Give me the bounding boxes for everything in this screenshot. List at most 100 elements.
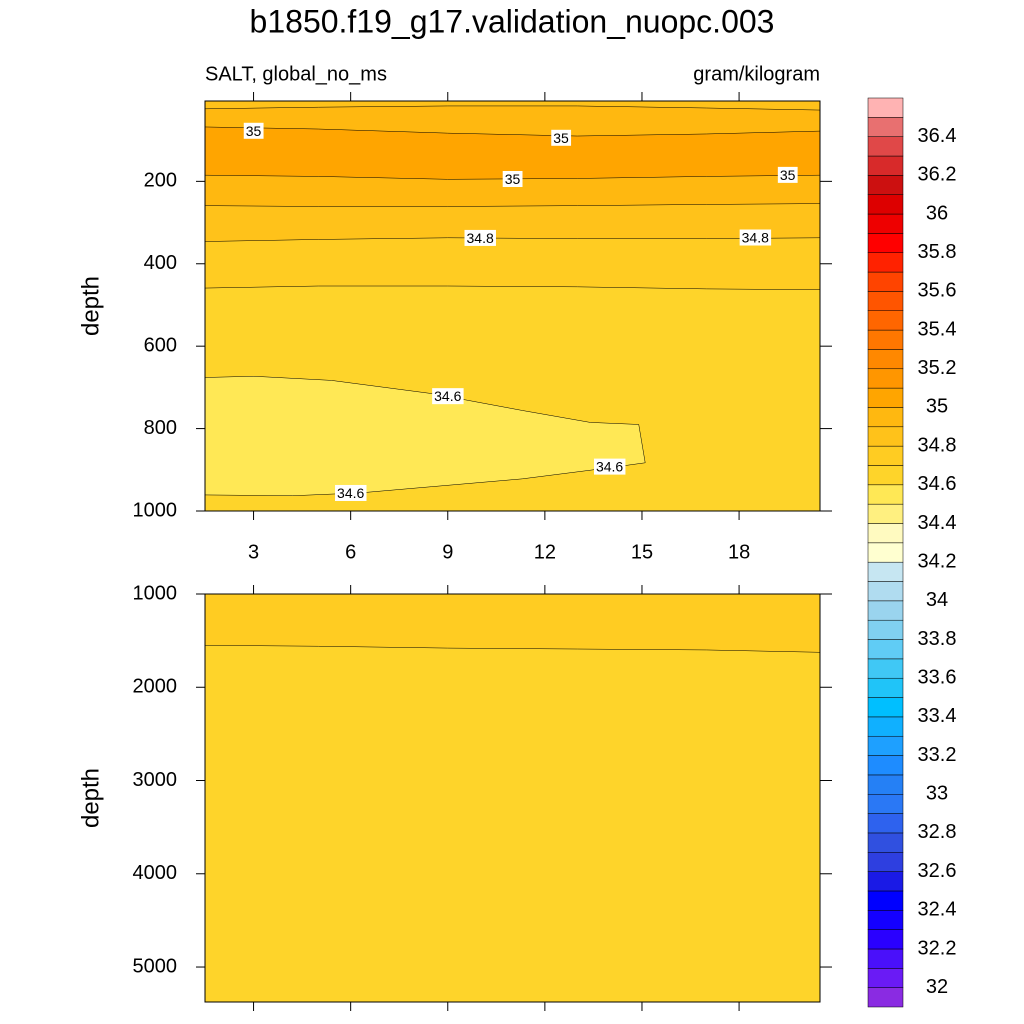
colorbar-label: 36.2 — [918, 164, 957, 186]
x-tick-label: 3 — [248, 541, 259, 563]
y-tick-label: 600 — [144, 334, 177, 356]
colorbar-label: 34 — [926, 589, 948, 611]
colorbar-box — [867, 832, 904, 853]
colorbar-label: 34.2 — [918, 550, 957, 572]
contour-line — [205, 645, 820, 653]
y-tick-label: 5000 — [133, 955, 178, 977]
contour-line — [205, 285, 820, 290]
colorbar-box — [867, 929, 904, 950]
y-tick-label: 2000 — [133, 676, 178, 698]
colorbar-box — [867, 677, 904, 698]
contour-label: 35 — [246, 123, 262, 139]
colorbar-box — [867, 697, 904, 718]
colorbar-box — [867, 852, 904, 872]
y-tick-label: 1000 — [133, 499, 178, 521]
colorbar-box — [867, 774, 904, 795]
colorbar-label: 33.4 — [918, 705, 957, 727]
contour-line — [205, 105, 820, 111]
colorbar-box — [867, 523, 904, 544]
contour-fill — [205, 645, 820, 1002]
colorbar-box — [867, 329, 904, 350]
contour-label: 34.8 — [467, 230, 494, 246]
colorbar-label: 36 — [926, 202, 948, 224]
y-axis-label: depth — [77, 768, 104, 828]
contour-label-box — [464, 229, 496, 246]
colorbar-box — [867, 503, 904, 524]
contour-label-box — [335, 484, 367, 501]
y-tick-label: 3000 — [133, 769, 178, 791]
colorbar-label: 35 — [926, 396, 948, 418]
panel-frame — [204, 593, 821, 1003]
x-tick-label: 18 — [728, 541, 750, 563]
colorbar-label: 36.4 — [918, 125, 957, 147]
contour-label: 34.8 — [742, 230, 769, 246]
colorbar-label: 32.2 — [918, 937, 957, 959]
colorbar-box — [867, 194, 904, 215]
contour-line — [205, 237, 820, 242]
contour-label: 34.6 — [596, 459, 623, 475]
colorbar-box — [867, 484, 904, 505]
colorbar-box — [867, 426, 904, 447]
y-tick-label: 800 — [144, 417, 177, 439]
colorbar-label: 33.8 — [918, 628, 957, 650]
colorbar-label: 32.6 — [918, 860, 957, 882]
y-tick-label: 200 — [144, 170, 177, 192]
contour-label-box — [739, 229, 772, 246]
colorbar-box — [867, 97, 904, 118]
colorbar-box — [867, 619, 904, 640]
x-tick-label: 12 — [534, 541, 556, 563]
x-tick-label: 15 — [631, 541, 653, 563]
colorbar-box — [867, 349, 904, 370]
colorbar-label: 34.4 — [918, 512, 957, 534]
contour-label: 35 — [553, 130, 569, 146]
colorbar-box — [867, 948, 904, 969]
colorbar-box — [867, 794, 904, 814]
colorbar-label: 33.2 — [918, 744, 957, 766]
colorbar-box — [867, 639, 904, 660]
colorbar-box — [867, 890, 904, 911]
colorbar-box — [867, 213, 904, 234]
contour-label: 35 — [505, 171, 521, 187]
chart-title: b1850.f19_g17.validation_nuopc.003 — [250, 3, 775, 39]
contour-label-box — [432, 388, 464, 405]
colorbar-box — [867, 407, 904, 428]
colorbar-box — [867, 871, 904, 892]
contour-label-box — [777, 166, 798, 183]
colorbar-label: 35.4 — [918, 318, 957, 340]
colorbar-box — [867, 233, 904, 253]
contour-label: 34.6 — [434, 388, 461, 404]
plot-area — [205, 594, 820, 1002]
contour-line — [205, 376, 646, 497]
contour-label-box — [593, 458, 626, 475]
colorbar-box — [867, 445, 904, 466]
contour-line — [205, 203, 820, 207]
panel-frame — [204, 100, 821, 512]
colorbar-box — [867, 387, 904, 408]
colorbar-box — [867, 658, 904, 679]
y-axis-label: depth — [77, 276, 104, 336]
y-tick-label: 1000 — [133, 582, 178, 604]
colorbar-box — [867, 755, 904, 776]
colorbar-box — [867, 291, 904, 311]
contour-label: 34.6 — [337, 485, 364, 501]
x-tick-label: 9 — [442, 541, 453, 563]
contour-label-box — [243, 122, 264, 139]
colorbar-box — [867, 735, 904, 756]
plot-area — [205, 101, 820, 511]
colorbar-box — [867, 561, 904, 582]
colorbar-box — [867, 117, 904, 137]
colorbar-box — [867, 987, 904, 1008]
colorbar-box — [867, 542, 904, 563]
colorbar-label: 32 — [926, 976, 948, 998]
contour-label-box — [551, 129, 572, 146]
colorbar-box — [867, 600, 904, 621]
colorbar-box — [867, 716, 904, 737]
contour-label-box — [502, 170, 523, 187]
colorbar-box — [867, 968, 904, 988]
colorbar-label: 35.2 — [918, 357, 957, 379]
x-tick-label: 6 — [345, 541, 356, 563]
y-tick-label: 400 — [144, 252, 177, 274]
colorbar-box — [867, 271, 904, 292]
colorbar-label: 32.4 — [918, 899, 957, 921]
